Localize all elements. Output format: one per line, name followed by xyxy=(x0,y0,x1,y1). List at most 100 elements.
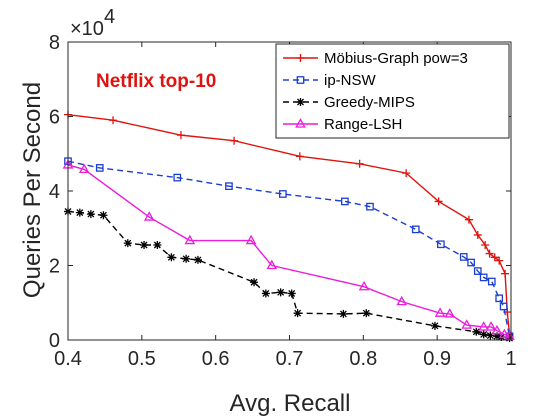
data-point-2-14 xyxy=(293,309,302,318)
data-point-2-12 xyxy=(276,288,285,297)
data-point-3-11 xyxy=(478,321,489,331)
data-point-3-4 xyxy=(245,234,257,245)
data-point-1-6 xyxy=(366,202,374,211)
data-point-2-2 xyxy=(86,210,95,219)
legend-marker-3 xyxy=(295,118,306,128)
x-tick-label-3: 0.7 xyxy=(276,348,304,370)
data-point-0-13 xyxy=(495,256,504,265)
y-exponent-power: 4 xyxy=(104,6,115,28)
data-point-1-13 xyxy=(487,277,496,286)
data-point-3-13 xyxy=(491,324,503,335)
data-point-2-1 xyxy=(75,208,84,217)
data-point-2-3 xyxy=(99,211,108,220)
data-point-0-5 xyxy=(355,159,364,168)
y-tick-label-4: 8 xyxy=(49,32,60,54)
data-point-0-10 xyxy=(481,241,490,250)
y-tick-label-0: 0 xyxy=(49,330,60,352)
data-point-0-6 xyxy=(402,169,411,178)
tick-layer: 0.4 0.5 0.6 0.7 0.8 0.9 1 0 2 4 6 8 xyxy=(49,32,517,370)
data-point-0-2 xyxy=(176,131,185,140)
data-point-1-3 xyxy=(225,182,233,191)
legend-marker-1 xyxy=(296,76,305,84)
data-point-2-16 xyxy=(362,309,371,318)
y-tick-label-2: 4 xyxy=(49,181,60,203)
data-point-3-5 xyxy=(266,259,278,270)
data-point-2-9 xyxy=(193,255,202,264)
data-point-1-10 xyxy=(467,258,475,267)
legend-item-2: Greedy-MIPS xyxy=(283,94,415,111)
data-point-0-8 xyxy=(464,215,473,224)
y-tick-label-3: 6 xyxy=(49,107,60,129)
legend-item-0: Möbius-Graph pow=3 xyxy=(283,50,468,67)
data-point-0-11 xyxy=(485,249,494,258)
data-point-0-9 xyxy=(473,230,482,239)
data-point-2-8 xyxy=(182,254,191,263)
series-layer xyxy=(62,110,515,343)
data-point-0-1 xyxy=(109,116,118,125)
series-2 xyxy=(64,207,514,343)
legend-label-2: Greedy-MIPS xyxy=(324,94,415,111)
data-point-1-1 xyxy=(95,164,104,172)
data-point-3-9 xyxy=(444,308,456,318)
data-point-0-14 xyxy=(501,269,510,278)
legend-marker-0 xyxy=(296,54,305,62)
data-point-2-7 xyxy=(167,253,176,262)
legend-item-1: ip-NSW xyxy=(283,72,377,89)
data-point-1-9 xyxy=(459,253,468,261)
data-point-1-4 xyxy=(279,190,287,198)
data-point-1-8 xyxy=(437,240,445,249)
data-point-2-20 xyxy=(486,331,495,340)
data-point-3-1 xyxy=(78,163,90,174)
data-point-1-11 xyxy=(473,267,482,275)
data-point-2-13 xyxy=(287,289,296,298)
x-tick-label-5: 0.9 xyxy=(423,348,451,370)
data-point-0-3 xyxy=(230,136,239,145)
data-point-2-23 xyxy=(505,334,514,343)
legend-items: Möbius-Graph pow=3 ip-NSW Greedy-MIPS Range… xyxy=(283,50,468,133)
x-tick-label-1: 0.5 xyxy=(128,348,156,370)
legend-marker-2 xyxy=(296,98,305,106)
data-point-2-21 xyxy=(492,332,501,341)
data-point-0-12 xyxy=(490,253,499,262)
data-point-2-4 xyxy=(123,239,132,248)
data-point-2-17 xyxy=(430,321,439,330)
data-point-3-8 xyxy=(434,307,446,317)
data-point-2-15 xyxy=(339,309,348,318)
data-point-1-14 xyxy=(495,294,504,303)
data-point-0-4 xyxy=(295,152,304,161)
data-point-3-3 xyxy=(184,234,196,245)
data-point-2-11 xyxy=(261,289,270,298)
data-point-2-19 xyxy=(479,330,488,339)
x-tick-label-4: 0.8 xyxy=(349,348,377,370)
x-axis-label: Avg. Recall xyxy=(230,390,351,417)
data-point-1-7 xyxy=(411,225,420,234)
data-point-1-2 xyxy=(173,173,182,182)
data-point-1-5 xyxy=(341,197,349,206)
y-exponent-base: ×10 xyxy=(70,18,104,40)
chart-annotation: Netflix top-10 xyxy=(96,71,216,92)
data-point-3-7 xyxy=(396,295,408,306)
legend-box xyxy=(275,43,510,139)
data-point-3-12 xyxy=(485,321,497,331)
legend-label-0: Möbius-Graph pow=3 xyxy=(324,50,468,67)
data-point-3-10 xyxy=(461,319,473,329)
data-point-3-15 xyxy=(504,330,515,340)
x-tick-label-0: 0.4 xyxy=(54,348,82,370)
y-tick-label-1: 2 xyxy=(49,256,60,278)
series-1 xyxy=(64,157,514,341)
legend: Möbius-Graph pow=3 ip-NSW Greedy-MIPS Range… xyxy=(275,43,510,139)
data-point-2-6 xyxy=(153,241,162,250)
data-point-1-15 xyxy=(499,302,508,311)
legend-label-3: Range-LSH xyxy=(324,116,402,133)
data-point-3-2 xyxy=(143,211,155,221)
data-point-2-5 xyxy=(140,241,149,250)
series-3 xyxy=(62,159,515,340)
data-point-2-10 xyxy=(250,278,259,287)
data-point-1-12 xyxy=(479,273,488,282)
y-axis-label: Queries Per Second xyxy=(19,82,46,298)
data-point-3-6 xyxy=(358,280,370,291)
legend-label-1: ip-NSW xyxy=(324,72,377,89)
legend-item-3: Range-LSH xyxy=(283,116,402,133)
x-tick-label-6: 1 xyxy=(505,348,516,370)
